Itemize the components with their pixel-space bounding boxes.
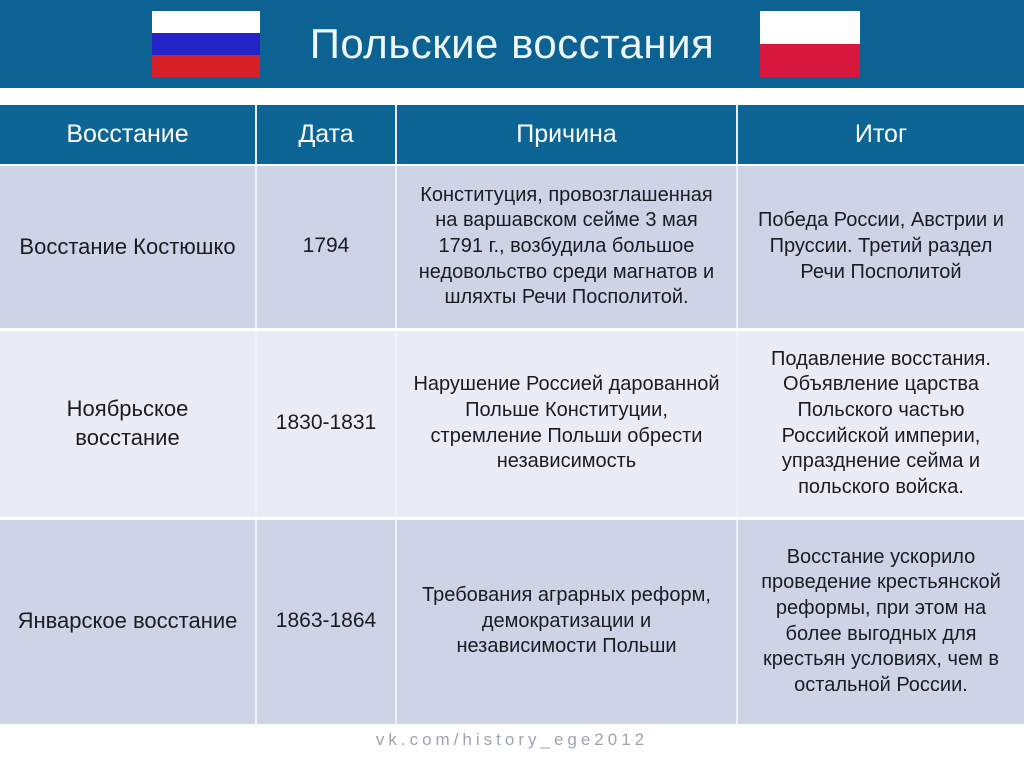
column-header-date: Дата: [255, 105, 397, 166]
russia-flag-icon: [152, 11, 260, 77]
cell-date: 1794: [255, 165, 397, 331]
cell-cause: Конституция, провозглашенная на варшавск…: [395, 165, 738, 331]
table-header: Восстание Дата Причина Итог: [0, 105, 1024, 166]
column-header-uprising: Восстание: [0, 105, 257, 166]
cell-date: 1863-1864: [255, 518, 397, 727]
flag-band-red: [760, 44, 860, 77]
cell-date: 1830-1831: [255, 329, 397, 520]
flag-band-white: [152, 11, 260, 33]
table-body: Восстание Костюшко 1794 Конституция, про…: [0, 165, 1024, 727]
cell-cause: Требования аграрных реформ, демократизац…: [395, 518, 738, 727]
cell-outcome: Подавление восстания. Объявление царства…: [736, 329, 1024, 520]
flag-band-red: [152, 54, 260, 77]
flag-band-blue: [152, 33, 260, 55]
uprisings-table-wrapper: Восстание Дата Причина Итог Восстание Ко…: [0, 105, 1024, 727]
flag-band-white: [760, 11, 860, 44]
title-banner: Польские восстания: [0, 0, 1024, 88]
table-row: Восстание Костюшко 1794 Конституция, про…: [0, 165, 1024, 331]
cell-cause: Нарушение Россией дарованной Польше Конс…: [395, 329, 738, 520]
table-row: Ноябрьское восстание 1830-1831 Нарушение…: [0, 329, 1024, 520]
table-header-row: Восстание Дата Причина Итог: [0, 105, 1024, 166]
cell-uprising: Восстание Костюшко: [0, 165, 257, 331]
cell-uprising: Январское восстание: [0, 518, 257, 727]
cell-outcome: Восстание ускорило проведение крестьянск…: [736, 518, 1024, 727]
source-credit: vk.com/history_ege2012: [375, 730, 649, 749]
uprisings-table: Восстание Дата Причина Итог Восстание Ко…: [0, 105, 1024, 727]
poland-flag-icon: [760, 11, 860, 77]
cell-outcome: Победа России, Австрии и Пруссии. Третий…: [736, 165, 1024, 331]
column-header-outcome: Итог: [736, 105, 1024, 166]
cell-uprising: Ноябрьское восстание: [0, 329, 257, 520]
page-title: Польские восстания: [309, 20, 715, 67]
column-header-cause: Причина: [395, 105, 738, 166]
table-row: Январское восстание 1863-1864 Требования…: [0, 518, 1024, 727]
